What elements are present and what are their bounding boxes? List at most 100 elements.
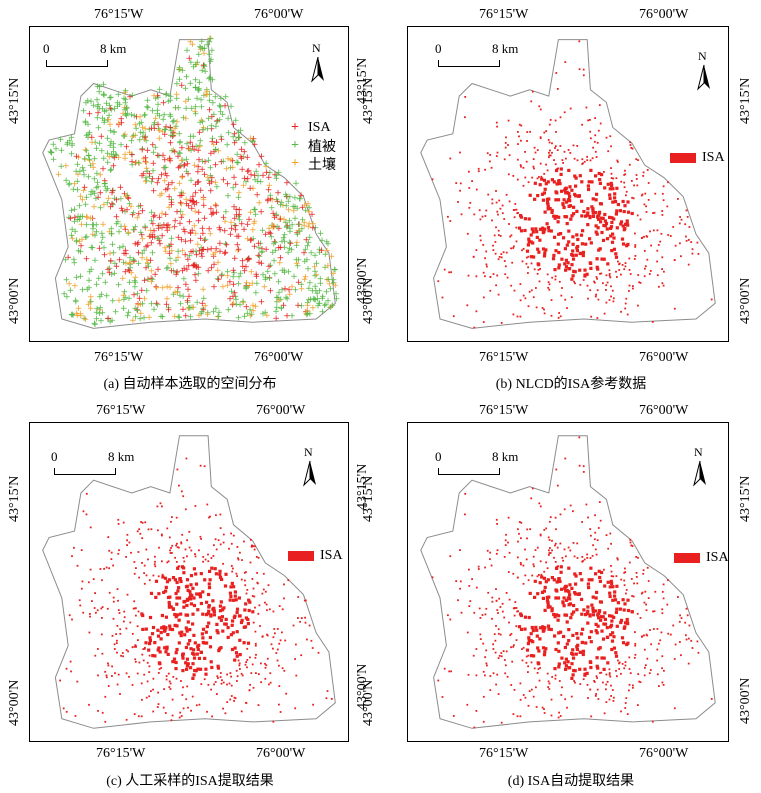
svg-text:+: + <box>187 247 195 257</box>
svg-text:+: + <box>283 192 291 202</box>
svg-text:+: + <box>79 212 87 222</box>
svg-text:+: + <box>159 313 167 323</box>
scale-bar: 0 8 km <box>432 449 532 479</box>
svg-text:+: + <box>269 221 277 231</box>
svg-text:+: + <box>48 148 56 158</box>
svg-text:+: + <box>150 92 158 102</box>
svg-text:+: + <box>161 244 169 254</box>
svg-text:+: + <box>268 203 276 213</box>
svg-text:+: + <box>90 101 98 111</box>
svg-text:+: + <box>200 91 208 101</box>
svg-text:+: + <box>126 200 134 210</box>
scale-end-label: 8 km <box>108 449 135 464</box>
svg-text:+: + <box>151 211 159 221</box>
svg-text:+: + <box>161 164 169 174</box>
svg-text:+: + <box>296 220 304 230</box>
svg-text:+: + <box>318 246 326 256</box>
svg-text:+: + <box>125 194 133 204</box>
svg-text:+: + <box>110 249 118 259</box>
svg-text:+: + <box>104 184 112 194</box>
svg-text:+: + <box>241 148 249 158</box>
svg-text:+: + <box>76 202 84 212</box>
svg-text:+: + <box>288 311 296 321</box>
svg-text:+: + <box>237 269 245 279</box>
svg-text:+: + <box>168 267 176 277</box>
svg-text:+: + <box>174 287 182 297</box>
svg-text:+: + <box>247 236 255 246</box>
svg-text:+: + <box>154 301 162 311</box>
svg-text:+: + <box>128 151 136 161</box>
scale-end-label: 8 km <box>100 41 127 56</box>
svg-text:+: + <box>108 106 116 116</box>
svg-text:+: + <box>144 260 152 270</box>
svg-text:+: + <box>212 200 220 210</box>
svg-text:+: + <box>309 220 317 230</box>
svg-text:+: + <box>73 309 81 319</box>
svg-text:+: + <box>162 169 170 179</box>
svg-text:+: + <box>207 171 215 181</box>
svg-text:+: + <box>57 135 65 145</box>
svg-text:+: + <box>258 298 266 308</box>
svg-text:+: + <box>311 267 319 277</box>
svg-text:+: + <box>208 174 216 184</box>
svg-text:+: + <box>215 147 223 157</box>
svg-text:+: + <box>105 115 113 125</box>
svg-text:+: + <box>98 146 106 156</box>
north-label: N <box>694 445 703 459</box>
svg-text:+: + <box>99 233 107 243</box>
svg-text:+: + <box>205 114 213 124</box>
svg-text:+: + <box>333 294 341 304</box>
svg-text:+: + <box>121 88 129 98</box>
svg-text:+: + <box>255 161 263 171</box>
svg-text:+: + <box>231 138 239 148</box>
svg-text:+: + <box>74 170 82 180</box>
svg-text:+: + <box>125 228 133 238</box>
svg-text:+: + <box>195 208 203 218</box>
svg-text:+: + <box>107 203 115 213</box>
svg-text:+: + <box>266 273 274 283</box>
svg-text:+: + <box>99 105 107 115</box>
svg-text:+: + <box>207 187 215 197</box>
svg-text:+: + <box>272 314 280 324</box>
svg-text:+: + <box>192 276 200 286</box>
svg-text:+: + <box>237 126 245 136</box>
svg-text:+: + <box>124 193 132 203</box>
svg-text:+: + <box>177 207 185 217</box>
svg-text:+: + <box>145 313 153 323</box>
svg-text:+: + <box>118 204 126 214</box>
svg-text:+: + <box>224 281 232 291</box>
svg-text:+: + <box>146 125 154 135</box>
svg-text:+: + <box>193 251 201 261</box>
svg-text:+: + <box>138 286 146 296</box>
svg-text:+: + <box>204 267 212 277</box>
svg-text:+: + <box>317 275 325 285</box>
svg-text:+: + <box>171 148 179 158</box>
svg-text:+: + <box>203 87 211 97</box>
svg-text:+: + <box>252 302 260 312</box>
svg-text:+: + <box>105 194 113 204</box>
svg-text:+: + <box>217 103 225 113</box>
svg-text:+: + <box>48 148 56 158</box>
svg-text:+: + <box>167 124 175 134</box>
svg-text:+: + <box>142 137 150 147</box>
svg-text:+: + <box>98 229 106 239</box>
svg-text:+: + <box>199 285 207 295</box>
svg-text:+: + <box>230 266 238 276</box>
svg-text:+: + <box>110 139 118 149</box>
svg-text:+: + <box>182 97 190 107</box>
svg-text:+: + <box>208 125 216 135</box>
svg-text:+: + <box>299 203 307 213</box>
svg-text:+: + <box>292 179 300 189</box>
svg-text:+: + <box>130 290 138 300</box>
svg-text:+: + <box>197 44 205 54</box>
svg-text:+: + <box>77 248 85 258</box>
svg-text:+: + <box>307 295 315 305</box>
bottom-lon-label-1: 76°15'W <box>96 746 146 761</box>
svg-text:+: + <box>114 102 122 112</box>
svg-text:+: + <box>141 135 149 145</box>
legend-label: ISA <box>702 150 725 165</box>
svg-text:+: + <box>68 141 76 151</box>
svg-text:+: + <box>180 161 188 171</box>
svg-text:+: + <box>278 304 286 314</box>
svg-text:+: + <box>201 236 209 246</box>
